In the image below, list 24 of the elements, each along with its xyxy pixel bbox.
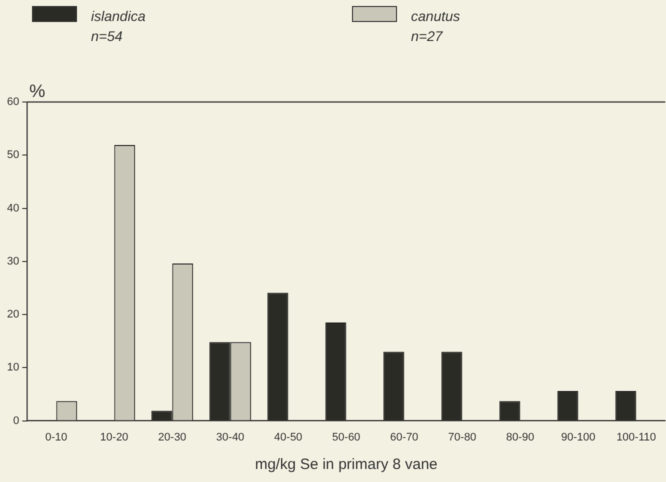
x-tick-label: 30-40 (216, 431, 244, 444)
x-tick-label: 40-50 (274, 431, 302, 444)
y-tick-label: 60 (6, 96, 20, 108)
y-tick-label: 0 (13, 414, 20, 427)
y-tick-label: 50 (6, 149, 20, 162)
x-tick-label: 80-90 (506, 431, 534, 444)
legend-label: islandica (91, 7, 146, 26)
y-tick-label: 30 (6, 255, 20, 268)
y-tick-label: 10 (6, 362, 20, 374)
x-tick-label: 70-80 (448, 431, 476, 444)
x-tick-label: 10-20 (100, 431, 128, 444)
x-tick-label: 60-70 (390, 431, 418, 444)
text: n=27 (411, 27, 444, 46)
x-axis-title: mg/kg Se in primary 8 vane (254, 456, 438, 474)
x-tick-label: 0-10 (45, 431, 68, 444)
x-tick-label: 90-100 (561, 431, 596, 444)
y-axis-title: % (29, 80, 46, 101)
x-tick-label: 50-60 (332, 431, 360, 444)
y-tick-label: 20 (6, 308, 20, 321)
y-tick-label: 40 (6, 202, 20, 214)
x-tick-label: 20-30 (158, 431, 186, 444)
legend-label: canutus (411, 7, 460, 26)
text: n=54 (91, 27, 124, 46)
x-tick-label: 100-110 (616, 431, 656, 444)
